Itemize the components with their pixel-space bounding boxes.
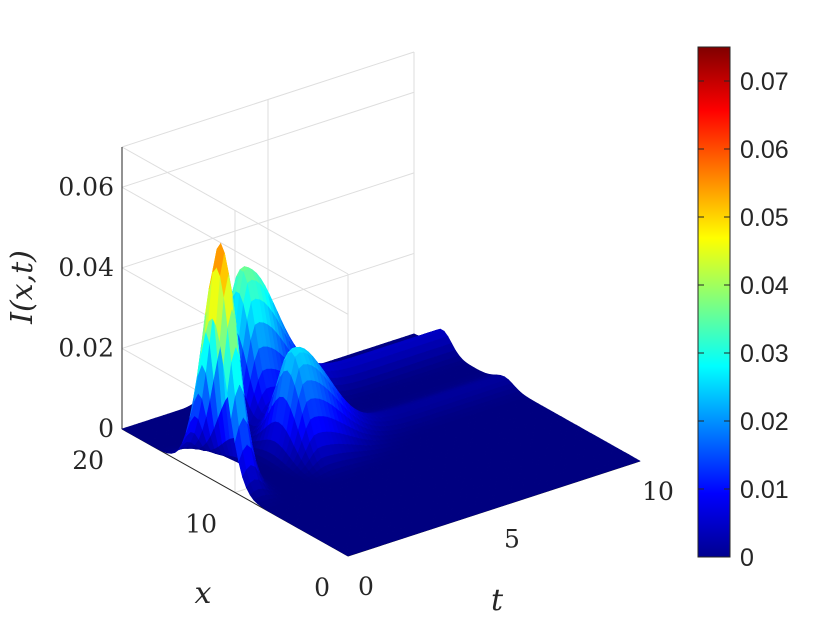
z-axis-label: I(x,t) xyxy=(5,250,40,325)
t-tick-label: 10 xyxy=(642,477,674,506)
z-tick-label: 0.06 xyxy=(58,172,114,201)
colorbar-gradient xyxy=(697,46,731,558)
z-tick-label: 0.02 xyxy=(58,333,114,362)
surface-plot xyxy=(121,242,641,557)
x-tick-label: 10 xyxy=(185,510,217,539)
colorbar-tick-label: 0.02 xyxy=(740,408,789,436)
x-axis-label: x xyxy=(195,576,212,611)
x-tick-label: 0 xyxy=(314,573,330,602)
colorbar-tick-label: 0.07 xyxy=(740,68,789,96)
t-tick-label: 0 xyxy=(358,572,374,601)
colorbar-tick-label: 0 xyxy=(740,544,754,572)
colorbar-tick-label: 0.05 xyxy=(740,204,789,232)
x-tick-label: 20 xyxy=(72,446,104,475)
colorbar-tick-label: 0.01 xyxy=(740,476,789,504)
t-tick-label: 5 xyxy=(504,525,520,554)
colorbar: 0 0.01 0.02 0.03 0.04 0.05 0.06 0.07 xyxy=(697,46,789,572)
t-axis-label: t xyxy=(491,583,504,618)
colorbar-tick-label: 0.04 xyxy=(740,272,789,300)
colorbar-tick-label: 0.03 xyxy=(740,340,789,368)
z-tick-label: 0.04 xyxy=(58,253,114,282)
colorbar-tick-label: 0.06 xyxy=(740,136,789,164)
z-tick-label: 0 xyxy=(98,414,114,443)
